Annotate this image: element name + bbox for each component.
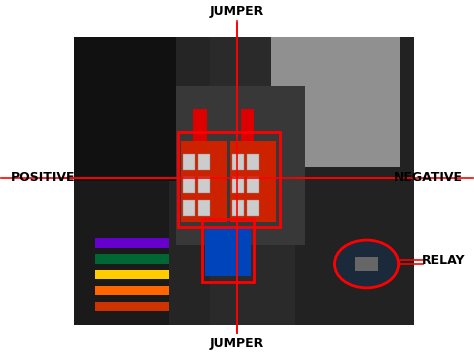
Bar bbox=[230, 141, 276, 222]
Bar bbox=[247, 177, 259, 193]
Bar bbox=[183, 154, 195, 170]
Bar bbox=[74, 37, 176, 181]
Bar bbox=[232, 200, 244, 216]
Bar bbox=[247, 200, 259, 216]
Bar bbox=[181, 141, 227, 222]
Text: JUMPER: JUMPER bbox=[210, 5, 264, 18]
Bar bbox=[95, 254, 169, 263]
Text: RELAY: RELAY bbox=[422, 254, 465, 267]
Text: NEGATIVE: NEGATIVE bbox=[394, 171, 463, 184]
Bar bbox=[95, 286, 169, 295]
Text: POSITIVE: POSITIVE bbox=[11, 171, 75, 184]
Bar bbox=[232, 177, 244, 193]
Bar bbox=[178, 132, 280, 228]
Bar bbox=[355, 257, 378, 271]
Bar bbox=[232, 154, 244, 170]
Bar bbox=[241, 109, 254, 144]
Bar bbox=[74, 37, 414, 326]
Bar bbox=[183, 200, 195, 216]
Bar bbox=[193, 109, 207, 144]
Bar bbox=[198, 200, 210, 216]
Bar bbox=[198, 177, 210, 193]
Bar bbox=[247, 154, 259, 170]
Text: JUMPER: JUMPER bbox=[210, 337, 264, 350]
Bar bbox=[183, 177, 195, 193]
Bar bbox=[198, 154, 210, 170]
Bar bbox=[271, 37, 400, 167]
Bar bbox=[95, 302, 169, 311]
Bar bbox=[205, 228, 251, 277]
Bar bbox=[176, 86, 305, 245]
Circle shape bbox=[333, 239, 400, 289]
Bar bbox=[169, 37, 210, 326]
Bar bbox=[95, 239, 169, 248]
Bar bbox=[295, 37, 414, 326]
Bar bbox=[95, 270, 169, 279]
Bar bbox=[201, 219, 254, 282]
Bar bbox=[74, 37, 169, 326]
